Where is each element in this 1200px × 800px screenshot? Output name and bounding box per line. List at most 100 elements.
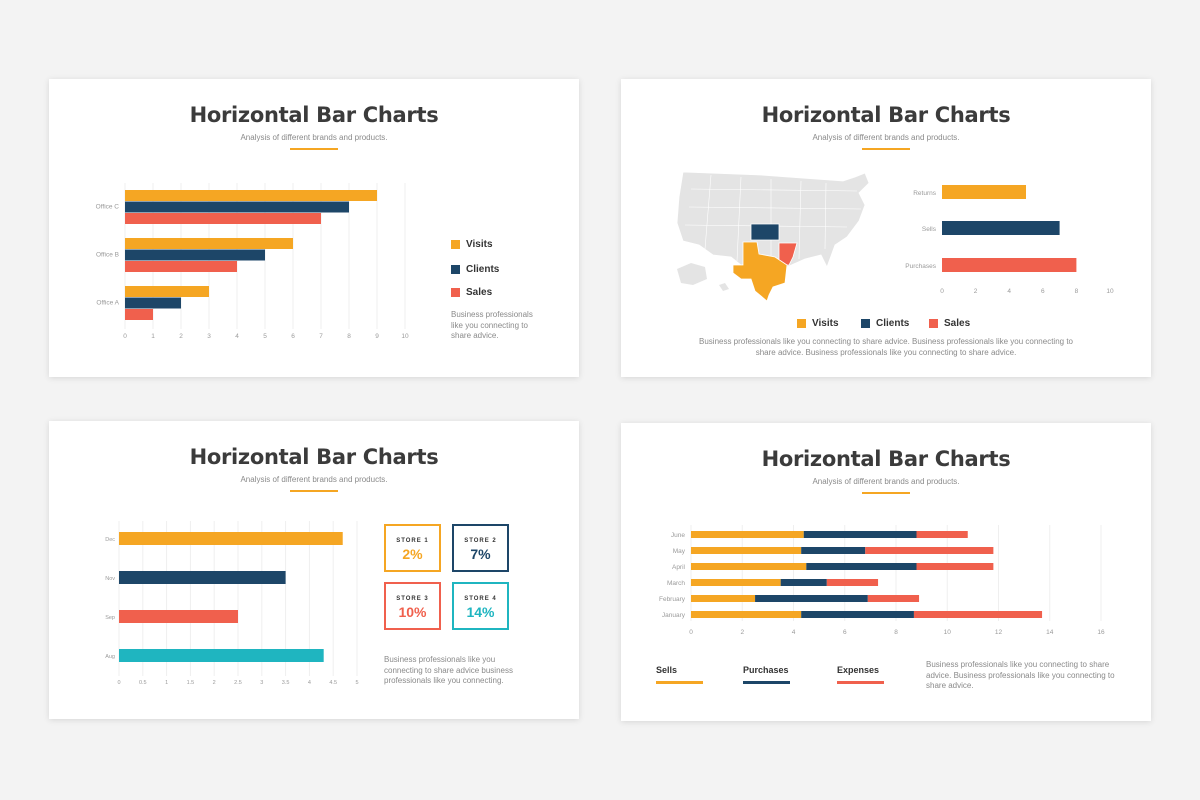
- x-tick-label: 4: [308, 680, 311, 686]
- x-tick-label: 4: [1007, 288, 1011, 295]
- x-tick-label: 4: [235, 333, 239, 340]
- legend-item-visits: Visits: [797, 318, 839, 329]
- legend-label: Clients: [466, 264, 500, 275]
- category-label: February: [659, 596, 686, 603]
- store-card-1: STORE 1 2%: [384, 524, 441, 572]
- legend-swatch: [929, 319, 938, 328]
- bar: [125, 297, 181, 309]
- bar: [119, 571, 286, 584]
- legend-swatch: [451, 240, 460, 249]
- bar: [125, 261, 237, 272]
- alaska-shape: [677, 263, 707, 285]
- bar-segment: [691, 595, 756, 602]
- x-tick-label: 6: [1041, 288, 1045, 295]
- category-label: Office A: [96, 300, 119, 307]
- legend-item-sales: Sales: [929, 318, 970, 329]
- legend-label: Visits: [466, 239, 493, 250]
- category-label: June: [671, 532, 685, 539]
- us-map: [676, 171, 870, 302]
- title-underline: [290, 490, 338, 492]
- category-label: Dec: [105, 537, 115, 543]
- x-tick-label: 5: [263, 333, 267, 340]
- bar: [125, 309, 153, 320]
- x-tick-label: 10: [401, 333, 409, 340]
- category-label: Sells: [922, 226, 937, 233]
- bar-segment: [691, 547, 802, 554]
- x-tick-label: 10: [944, 629, 952, 636]
- description-text: Business professionals like you connecti…: [451, 310, 533, 340]
- kansas-state: [750, 223, 780, 241]
- slide-office-chart: Horizontal Bar Charts Analysis of differ…: [49, 79, 579, 377]
- bar-segment: [691, 563, 807, 570]
- x-tick-label: 4.5: [329, 680, 337, 686]
- store-label: STORE 1: [396, 538, 429, 544]
- store-card-3: STORE 3 10%: [384, 582, 441, 630]
- x-tick-label: 7: [319, 333, 323, 340]
- bar: [125, 213, 321, 224]
- monthly-bar-chart: 0 0.5 1 1.5 2 2.5 3 3.5 4 4.5 5 Dec Nov Sep Aug: [105, 521, 359, 686]
- bar-segment: [913, 611, 1043, 618]
- x-tick-label: 6: [291, 333, 295, 340]
- bar: [125, 238, 293, 249]
- x-tick-label: 6: [843, 629, 847, 636]
- description-text: Business professionals like you connecti…: [699, 337, 1073, 357]
- legend-line: [743, 681, 790, 684]
- bar-segment: [801, 611, 914, 618]
- category-label: March: [667, 580, 685, 587]
- category-label: April: [672, 564, 686, 571]
- slide-subtitle: Analysis of different brands and product…: [812, 477, 960, 486]
- x-tick-label: 1.5: [187, 680, 195, 686]
- stacked-bar-chart: 0 2 4 6 8 10 12 14 16 June May April March February Ja…: [659, 525, 1105, 636]
- x-tick-label: 2: [179, 333, 183, 340]
- x-tick-label: 1: [165, 680, 168, 686]
- slide-subtitle: Analysis of different brands and product…: [240, 475, 388, 484]
- category-label: Sep: [105, 615, 115, 621]
- description-text: Business professionals like you connecti…: [926, 660, 1115, 690]
- bar: [125, 190, 377, 201]
- bar: [942, 221, 1060, 235]
- store-card-2: STORE 2 7%: [452, 524, 509, 572]
- x-tick-label: 0: [117, 680, 120, 686]
- x-tick-label: 0: [689, 629, 693, 636]
- legend-item-expenses: Expenses: [837, 665, 884, 684]
- bar-segment: [691, 611, 802, 618]
- x-tick-label: 0: [940, 288, 944, 295]
- bar-segment: [916, 563, 994, 570]
- legend-label: Sales: [944, 318, 971, 329]
- category-label: May: [673, 548, 686, 555]
- slide-title: Horizontal Bar Charts: [189, 103, 439, 127]
- bar: [125, 286, 209, 297]
- bar: [119, 610, 238, 623]
- legend-item-visits: Visits: [451, 239, 493, 250]
- store-label: STORE 4: [464, 596, 497, 602]
- legend-item-clients: Clients: [451, 264, 499, 275]
- bar: [119, 649, 324, 662]
- bar-segment: [865, 547, 994, 554]
- legend-item-sales: Sales: [451, 287, 492, 298]
- bar-segment: [916, 531, 968, 538]
- description-text: Business professionals like you connecti…: [384, 655, 513, 685]
- legend-swatch: [451, 288, 460, 297]
- legend-label: Clients: [876, 318, 910, 329]
- store-value: 14%: [466, 604, 495, 620]
- store-value: 2%: [402, 546, 423, 562]
- texas-state: [732, 241, 788, 302]
- category-label: Office B: [96, 252, 119, 259]
- x-tick-label: 8: [894, 629, 898, 636]
- x-tick-label: 2: [213, 680, 216, 686]
- office-bar-chart: 0 1 2 3 4 5 6 7 8 9 10 Office C Office B Office A: [96, 183, 409, 340]
- store-card-4: STORE 4 14%: [452, 582, 509, 630]
- store-value: 10%: [398, 604, 427, 620]
- legend-item-purchases: Purchases: [743, 665, 790, 684]
- title-underline: [862, 148, 910, 150]
- bar: [125, 249, 265, 261]
- slide-title: Horizontal Bar Charts: [189, 445, 439, 469]
- bar-segment: [755, 595, 868, 602]
- slide-title: Horizontal Bar Charts: [761, 103, 1011, 127]
- bar-segment: [867, 595, 920, 602]
- legend-label: Purchases: [743, 665, 789, 675]
- returns-bar-chart: Returns Sells Purchases 0 2 4 6 8 10: [905, 185, 1114, 295]
- category-label: Aug: [105, 654, 115, 660]
- x-tick-label: 3: [260, 680, 263, 686]
- x-tick-label: 10: [1106, 288, 1114, 295]
